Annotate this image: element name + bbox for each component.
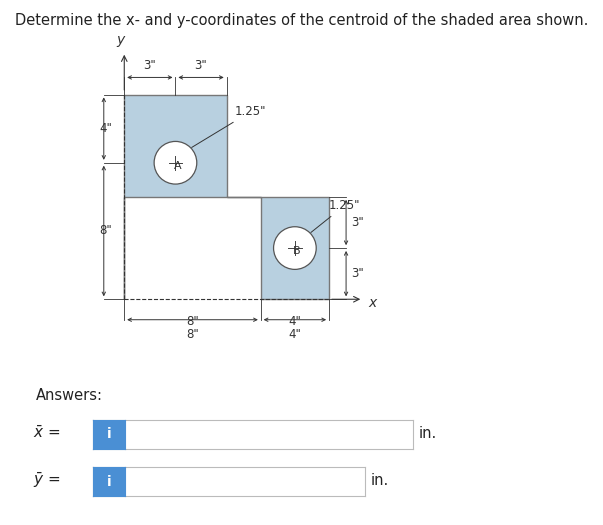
Text: B: B xyxy=(293,246,301,256)
Text: 4": 4" xyxy=(288,328,302,341)
Text: 1.25": 1.25" xyxy=(311,199,361,233)
Text: $\bar{y}$ =: $\bar{y}$ = xyxy=(33,471,60,490)
Text: i: i xyxy=(107,475,112,489)
Text: 1.25": 1.25" xyxy=(192,105,267,148)
Text: Determine the x- and y-coordinates of the centroid of the shaded area shown.: Determine the x- and y-coordinates of th… xyxy=(15,13,588,28)
Text: $\bar{x}$ =: $\bar{x}$ = xyxy=(33,425,60,441)
Text: x: x xyxy=(368,296,376,310)
Text: 4": 4" xyxy=(288,315,302,328)
Text: 3": 3" xyxy=(195,59,207,72)
Circle shape xyxy=(154,141,197,184)
Text: 3": 3" xyxy=(351,267,364,280)
Text: 3": 3" xyxy=(144,59,156,72)
Text: in.: in. xyxy=(419,426,437,440)
Text: 4": 4" xyxy=(99,122,112,135)
Text: A: A xyxy=(174,161,182,171)
Text: 8": 8" xyxy=(186,315,199,328)
Circle shape xyxy=(274,227,316,269)
Text: 8": 8" xyxy=(186,328,199,341)
Polygon shape xyxy=(124,94,329,299)
Text: 3": 3" xyxy=(351,216,364,229)
Text: Answers:: Answers: xyxy=(36,388,103,404)
Text: 8": 8" xyxy=(99,225,112,237)
Text: in.: in. xyxy=(371,473,389,488)
Text: i: i xyxy=(107,427,112,442)
Text: y: y xyxy=(117,33,125,47)
